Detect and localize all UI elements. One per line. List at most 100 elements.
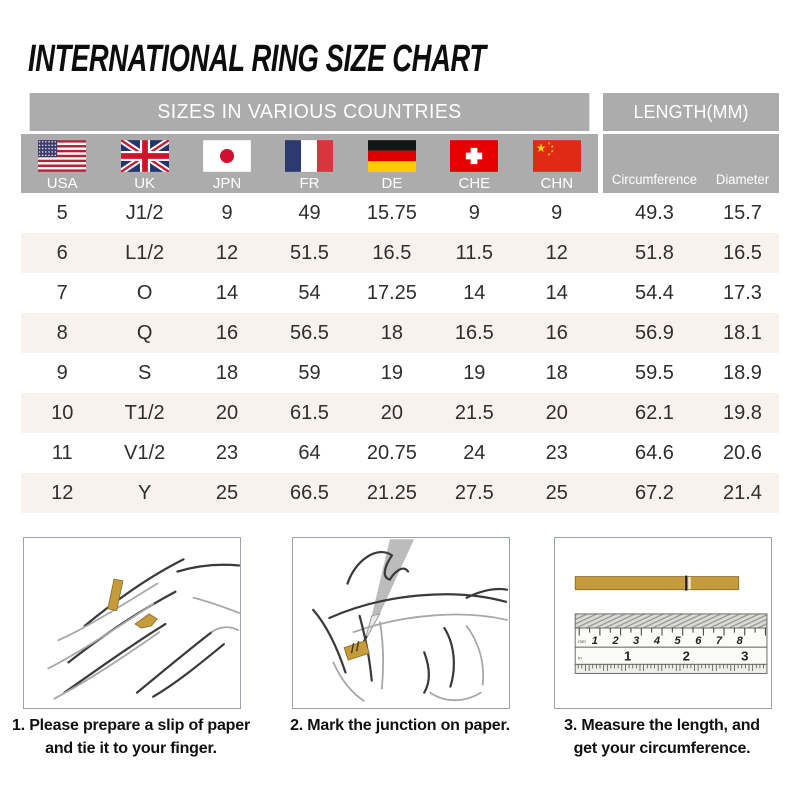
cell-che: 21.5: [454, 401, 494, 424]
cell-jpn: 23: [215, 441, 239, 464]
diameter-header: Diameter: [715, 172, 770, 187]
cell-chn: 25: [545, 481, 568, 504]
germany-flag-icon: [367, 140, 416, 172]
cell-circumference: 51.8: [634, 241, 674, 264]
cell-uk: J1/2: [125, 201, 164, 224]
cell-chn: 18: [545, 361, 568, 384]
cell-circumference: 54.4: [634, 281, 674, 304]
cell-usa: 10: [51, 401, 74, 424]
cell-circumference: 49.3: [634, 201, 674, 224]
cell-che: 11.5: [455, 241, 494, 264]
country-de: DE: [351, 134, 433, 193]
header-length-title: LENGTH(MM): [603, 93, 779, 131]
svg-text:7: 7: [716, 635, 723, 647]
country-code: CHE: [458, 175, 491, 192]
country-fr: FR: [268, 134, 350, 193]
caption-line: 3. Measure the length, and: [564, 717, 760, 734]
cell-fr: 51.5: [290, 241, 329, 264]
country-usa: USA: [21, 134, 103, 193]
cell-de: 16.5: [372, 241, 412, 264]
country-code: JPN: [212, 175, 242, 192]
cell-fr: 54: [298, 281, 321, 304]
strip-gap: [688, 577, 691, 590]
svg-text:mm: mm: [578, 639, 586, 644]
table-row: 12 Y 25 66.5 21.25 27.5 25 67.2 21.4: [21, 473, 779, 513]
cell-chn: 9: [551, 201, 563, 224]
step2-caption: 2. Mark the junction on paper.: [270, 714, 530, 737]
step3-caption: 3. Measure the length, and get your circ…: [532, 714, 792, 760]
cell-jpn: 16: [215, 321, 239, 344]
cell-jpn: 18: [215, 361, 239, 384]
cell-che: 24: [463, 441, 486, 464]
svg-text:3: 3: [633, 635, 640, 647]
cell-che: 27.5: [454, 481, 494, 504]
cell-uk: S: [137, 361, 152, 384]
table-row: 8 Q 16 56.5 18 16.5 16 56.9 18.1: [21, 313, 779, 353]
cell-de: 19: [380, 361, 404, 384]
table-row: 5 J1/2 9 49 15.75 9 9 49.3 15.7: [21, 193, 779, 233]
cell-circumference: 59.5: [634, 361, 674, 384]
hand-with-paper-strip-illustration: [47, 558, 240, 700]
france-flag-icon: [285, 140, 334, 172]
cell-uk: O: [136, 281, 153, 304]
table-row: 9 S 18 59 19 19 18 59.5 18.9: [21, 353, 779, 393]
cell-usa: 12: [51, 481, 74, 504]
cell-diameter: 16.5: [722, 241, 762, 264]
marking-pen-illustration: [312, 539, 509, 702]
cell-chn: 20: [545, 401, 568, 424]
step1-caption: 1. Please prepare a slip of paper and ti…: [1, 714, 261, 760]
cell-jpn: 25: [215, 481, 239, 504]
cell-de: 15.75: [366, 201, 417, 224]
cell-diameter: 18.9: [722, 361, 762, 384]
usa-flag-icon: [38, 140, 87, 172]
size-table: SIZES IN VARIOUS COUNTRIES LENGTH(MM): [21, 93, 779, 513]
countries-row: USA UK: [21, 134, 598, 193]
junction-mark: [350, 643, 355, 654]
svg-text:4: 4: [653, 635, 660, 647]
country-jpn: JPN: [186, 134, 268, 193]
country-code: FR: [299, 175, 320, 192]
pen-body: [371, 539, 415, 616]
svg-text:2: 2: [611, 635, 619, 647]
table-row: 10 T1/2 20 61.5 20 21.5 20 62.1 19.8: [21, 393, 779, 433]
table-subheader-row: USA UK: [21, 134, 779, 193]
cell-uk: T1/2: [124, 401, 165, 424]
step1-illustration-box: [23, 537, 241, 709]
svg-text:6: 6: [695, 635, 702, 647]
cell-fr: 64: [298, 441, 321, 464]
china-flag-icon: [532, 140, 581, 172]
cell-de: 17.25: [366, 281, 417, 304]
cell-jpn: 14: [215, 281, 239, 304]
country-code: CHN: [540, 175, 574, 192]
cell-uk: V1/2: [124, 441, 166, 464]
cell-circumference: 67.2: [634, 481, 674, 504]
cell-jpn: 20: [215, 401, 239, 424]
cell-che: 19: [463, 361, 486, 384]
cell-diameter: 15.7: [722, 201, 762, 224]
circumference-header: Circumference: [611, 172, 698, 187]
header-sizes-title: SIZES IN VARIOUS COUNTRIES: [29, 93, 590, 131]
paper-strip-end: [134, 613, 158, 629]
country-chn: CHN: [516, 134, 598, 193]
cell-chn: 16: [545, 321, 568, 344]
cell-usa: 6: [56, 241, 68, 264]
cell-jpn: 9: [221, 201, 233, 224]
measured-paper-strip: [574, 576, 740, 591]
cell-chn: 12: [545, 241, 568, 264]
table-header-row: SIZES IN VARIOUS COUNTRIES LENGTH(MM): [21, 93, 779, 131]
cell-circumference: 64.6: [634, 441, 674, 464]
japan-flag-icon: [203, 140, 252, 172]
cell-usa: 11: [51, 441, 73, 464]
cell-fr: 66.5: [290, 481, 329, 504]
cell-usa: 9: [56, 361, 68, 384]
cell-usa: 5: [56, 201, 68, 224]
cell-usa: 7: [56, 281, 68, 304]
svg-text:3: 3: [741, 648, 748, 663]
cell-jpn: 12: [215, 241, 239, 264]
cell-circumference: 62.1: [634, 401, 674, 424]
cell-circumference: 56.9: [634, 321, 674, 344]
junction-mark: [355, 641, 360, 652]
cell-chn: 23: [545, 441, 568, 464]
svg-text:5: 5: [675, 635, 682, 647]
